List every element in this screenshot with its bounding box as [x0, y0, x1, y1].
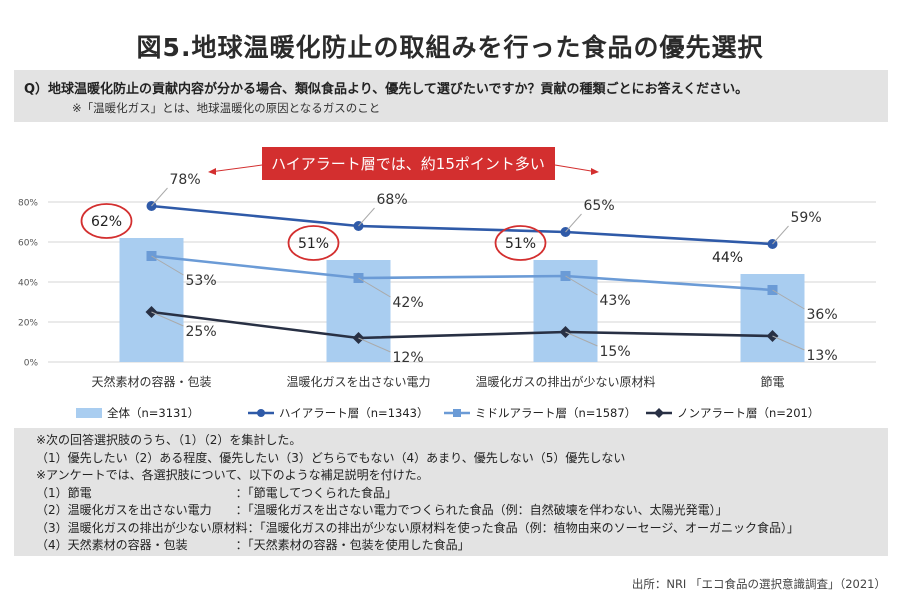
- legend-marker: [654, 408, 664, 418]
- callout-arrow-right: [554, 164, 598, 173]
- callout-arrow-left: [209, 164, 263, 173]
- series-line: [151, 204, 773, 246]
- note-line: （1）節電 ：「節電してつくられた食品」: [36, 485, 398, 500]
- line-label: 65%: [584, 198, 615, 214]
- data-labels: 62% 51% 51% 44% 78% 68% 65% 59% 53% 42% 43% 36% 25% 1…: [80, 172, 838, 366]
- note-line: （4）天然素材の容器・包装 ：「天然素材の容器・包装を使用した食品」: [36, 538, 470, 552]
- legend-swatch: [76, 408, 102, 418]
- line-label: 68%: [377, 192, 408, 208]
- x-category-label: 天然素材の容器・包装: [91, 374, 211, 389]
- source-text: 出所：NRI 「エコ食品の選択意識調査」（2021）: [631, 577, 886, 591]
- leader-line: [358, 207, 375, 227]
- leader-line: [358, 277, 391, 298]
- legend-label: ハイアラート層（n=1343）: [279, 406, 428, 420]
- x-category-label: 節電: [760, 374, 784, 389]
- line-label: 25%: [186, 324, 217, 340]
- line-label: 13%: [807, 348, 838, 364]
- question-box: Q）地球温暖化防止の貢献内容が分かる場合、類似食品より、優先して選びたいですか？…: [14, 70, 888, 122]
- line-label: 15%: [600, 344, 631, 360]
- note-line: （1）優先したい（2）ある程度、優先したい（3）どちらでもない（4）あまり、優先…: [36, 450, 626, 465]
- highlight-circle: [80, 203, 133, 239]
- y-tick-label: 20%: [18, 319, 38, 329]
- legend-marker: [453, 409, 461, 417]
- highlight-circle: [494, 225, 547, 261]
- leader-line: [151, 311, 184, 327]
- callout-arrowhead-left: [208, 168, 216, 175]
- chart-title: 図5.地球温暖化防止の取組みを行った食品の優先選択: [136, 33, 764, 62]
- bar-series: [119, 238, 805, 362]
- series-line: [151, 254, 773, 292]
- line-label: 42%: [393, 295, 424, 311]
- notes-box: ※次の回答選択肢のうち、（1）（2）を集計した。 （1）優先したい（2）ある程度…: [14, 428, 888, 556]
- leader-line: [565, 275, 598, 296]
- bar-label: 62%: [91, 214, 122, 230]
- leader-line: [772, 335, 805, 351]
- legend-label: 全体（n=3131）: [107, 406, 199, 420]
- line-label: 36%: [807, 307, 838, 323]
- callout-arrowhead-right: [591, 168, 599, 175]
- leader-line: [565, 213, 582, 233]
- leader-line: [772, 225, 789, 245]
- x-category-label: 温暖化ガスを出さない電力: [286, 375, 430, 389]
- leader-line: [151, 187, 168, 207]
- chart-area: 0% 20% 40% 60% 80% 62% 51% 51% 44% 78% 68% 65% 59% 5…: [18, 147, 876, 420]
- legend: 全体（n=3131） ハイアラート層（n=1343） ミドルアラート層（n=1587…: [76, 406, 819, 420]
- y-tick-label: 80%: [18, 199, 38, 209]
- legend-label: ノンアラート層（n=201）: [677, 406, 819, 420]
- note-line: ※次の回答選択肢のうち、（1）（2）を集計した。: [36, 433, 302, 447]
- line-label: 59%: [791, 210, 822, 226]
- note-line: （2）温暖化ガスを出さない電力 ：「温暖化ガスを出さない電力でつくられた食品（例…: [36, 503, 728, 517]
- line-label: 12%: [393, 350, 424, 366]
- gridlines: 0% 20% 40% 60% 80%: [18, 199, 876, 369]
- line-series: [145, 201, 779, 344]
- x-category-label: 温暖化ガスの排出が少ない原材料: [475, 374, 655, 389]
- y-tick-label: 60%: [18, 239, 38, 249]
- line-label: 43%: [600, 293, 631, 309]
- bar-label: 44%: [712, 250, 743, 266]
- callout-text: ハイアラート層では、約15ポイント多い: [271, 155, 545, 173]
- note-line: （3）温暖化ガスの排出が少ない原材料：「温暖化ガスの排出が少ない原材料を使った食…: [36, 520, 800, 535]
- leader-line: [151, 255, 184, 276]
- note-line: ※アンケートでは、各選択肢について、以下のような補足説明を付けた。: [36, 468, 429, 482]
- series-line: [151, 310, 773, 340]
- x-axis-labels: 天然素材の容器・包装 温暖化ガスを出さない電力 温暖化ガスの排出が少ない原材料 節電: [91, 374, 784, 389]
- y-tick-label: 40%: [18, 279, 38, 289]
- legend-marker: [257, 409, 265, 417]
- question-text: Q）地球温暖化防止の貢献内容が分かる場合、類似食品より、優先して選びたいですか？…: [24, 82, 749, 97]
- bar-label: 51%: [298, 236, 329, 252]
- leader-line: [565, 331, 598, 347]
- question-note: ※「温暖化ガス」とは、地球温暖化の原因となるガスのこと: [72, 101, 381, 115]
- y-tick-label: 0%: [24, 359, 39, 369]
- leader-line: [772, 289, 805, 310]
- line-label: 78%: [170, 172, 201, 188]
- legend-label: ミドルアラート層（n=1587）: [475, 406, 636, 420]
- leader-line: [358, 337, 391, 353]
- bar-label: 51%: [505, 236, 536, 252]
- line-label: 53%: [186, 273, 217, 289]
- callout-box: [262, 147, 555, 180]
- highlight-circle: [287, 225, 340, 261]
- callout: ハイアラート層では、約15ポイント多い: [208, 147, 599, 180]
